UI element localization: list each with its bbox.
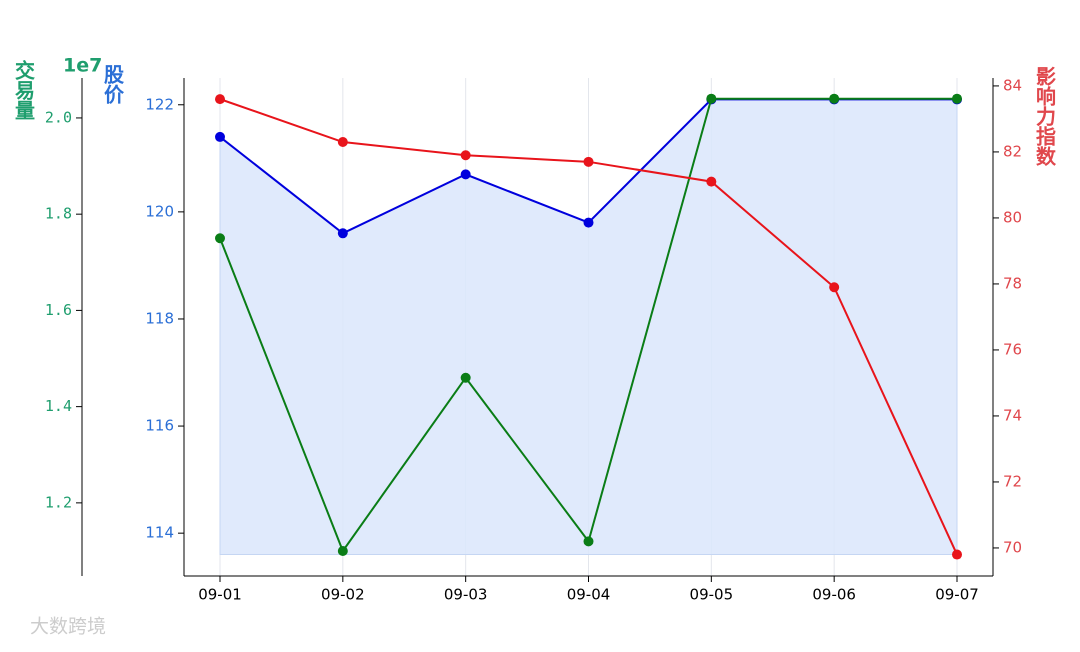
y2-tick-label: 70: [1003, 538, 1022, 556]
point: [215, 233, 225, 244]
point: [829, 282, 840, 293]
y-axis-label: 股价: [101, 64, 125, 105]
y-tick-label: 114: [145, 524, 174, 542]
x-tick-label: 09-03: [444, 586, 488, 604]
point: [706, 176, 717, 187]
y2-tick-label: 80: [1003, 208, 1022, 226]
x-tick-label: 09-04: [567, 586, 611, 604]
point: [952, 549, 962, 560]
y3-tick-label: 1.4: [45, 397, 72, 415]
y-tick-label: 118: [145, 309, 174, 327]
y2-tick-label: 82: [1003, 142, 1022, 160]
point: [460, 169, 471, 180]
point: [337, 228, 348, 239]
y2-tick-label: 78: [1003, 274, 1022, 292]
point: [215, 131, 225, 142]
point: [952, 93, 962, 104]
y3-tick-label: 1.2: [45, 493, 72, 511]
x-tick-label: 09-02: [321, 586, 365, 604]
point: [583, 217, 594, 228]
y3-tick-label: 1.8: [45, 205, 72, 223]
y2-tick-label: 84: [1003, 76, 1022, 94]
point: [706, 93, 717, 104]
x-tick-label: 09-05: [690, 586, 734, 604]
watermark: 大数跨境: [30, 616, 106, 638]
point: [460, 372, 471, 383]
point: [337, 137, 348, 148]
point: [583, 536, 594, 547]
point: [583, 156, 594, 167]
point: [337, 545, 348, 556]
y2-tick-label: 72: [1003, 472, 1022, 490]
y3-offset-label: 1e7: [63, 55, 102, 77]
y-tick-label: 116: [145, 417, 174, 435]
x-tick-label: 09-06: [812, 586, 856, 604]
y-tick-label: 122: [145, 95, 174, 113]
y2-axis-label: 影响力指数: [1033, 66, 1057, 167]
x-tick-label: 09-01: [198, 586, 242, 604]
x-tick-label: 09-07: [935, 586, 979, 604]
y3-tick-label: 2.0: [45, 108, 72, 126]
point: [829, 93, 840, 104]
point: [215, 94, 225, 105]
y3-axis-label: 交易量: [12, 59, 36, 120]
y-tick-label: 120: [145, 202, 174, 220]
point: [460, 150, 471, 161]
y2-tick-label: 74: [1003, 406, 1022, 424]
y3-tick-label: 1.6: [45, 301, 72, 319]
y2-tick-label: 76: [1003, 340, 1022, 358]
